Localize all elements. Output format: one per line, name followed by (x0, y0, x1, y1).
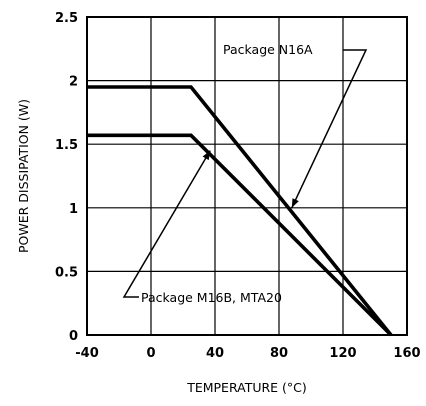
x-tick-label: 0 (146, 346, 155, 361)
annotation-leader-1 (291, 49, 368, 209)
y-tick-label: 2 (69, 75, 78, 90)
series-layer (87, 85, 393, 337)
x-tick-label: -40 (75, 346, 99, 361)
y-tick-label: 2.5 (55, 11, 78, 26)
plot-frame (86, 16, 408, 336)
series-line-2 (87, 133, 393, 337)
y-tick-label: 0 (69, 329, 78, 344)
y-tick-label: 1.5 (55, 138, 78, 153)
annotation-label-1: Package N16A (223, 42, 313, 57)
annotation-leader-2 (122, 150, 211, 298)
y-axis-title: POWER DISSIPATION (W) (16, 99, 31, 253)
annotation-layer: Package N16A Package M16B, MTA20 (122, 42, 368, 305)
series-line-1 (87, 85, 393, 337)
x-tick-label: 120 (329, 346, 356, 361)
x-tick-label: 40 (206, 346, 224, 361)
grid-layer (87, 17, 407, 335)
annotation-arrow-1 (291, 198, 299, 208)
annotation-label-2: Package M16B, MTA20 (141, 290, 282, 305)
x-axis-title: TEMPERATURE (°C) (186, 380, 307, 395)
x-tick-label: 80 (270, 346, 288, 361)
y-tick-labels: 0 0.5 1 1.5 2 2.5 (55, 11, 78, 344)
y-tick-label: 1 (69, 202, 78, 217)
x-tick-label: 160 (393, 346, 420, 361)
y-tick-label: 0.5 (55, 265, 78, 280)
annotation-arrow-2 (202, 150, 211, 161)
x-tick-labels: -40 0 40 80 120 160 (75, 346, 420, 361)
